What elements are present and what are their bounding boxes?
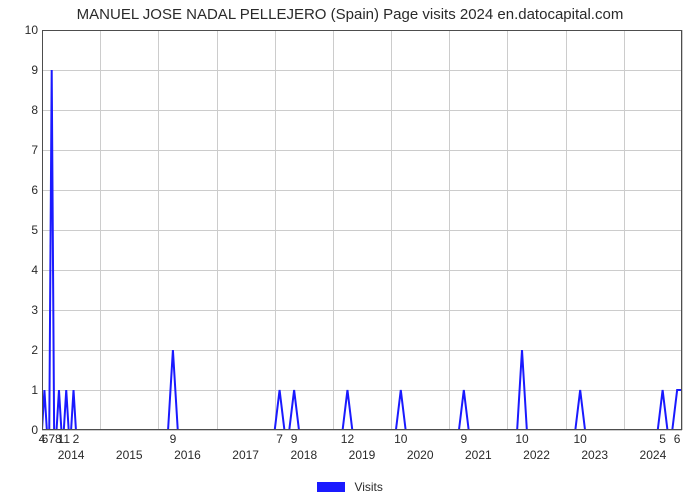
x-minor-label: 2 [73, 432, 80, 446]
plot-area [42, 30, 682, 430]
x-minor-label: 6 [674, 432, 681, 446]
plot-border [42, 30, 682, 430]
y-tick-label: 5 [22, 223, 38, 237]
x-minor-label: 9 [460, 432, 467, 446]
y-tick-label: 10 [22, 23, 38, 37]
x-minor-label: 5 [659, 432, 666, 446]
y-tick-label: 0 [22, 423, 38, 437]
x-minor-label: 10 [515, 432, 528, 446]
chart-container: MANUEL JOSE NADAL PELLEJERO (Spain) Page… [0, 0, 700, 500]
x-minor-label: 7 [276, 432, 283, 446]
y-tick-label: 4 [22, 263, 38, 277]
x-year-label: 2016 [174, 448, 201, 462]
x-minor-label: 10 [394, 432, 407, 446]
y-tick-label: 7 [22, 143, 38, 157]
x-year-label: 2018 [290, 448, 317, 462]
legend: Visits [0, 479, 700, 494]
x-minor-label: 10 [573, 432, 586, 446]
x-year-label: 2021 [465, 448, 492, 462]
x-minor-label: 9 [170, 432, 177, 446]
x-minor-label: 12 [341, 432, 354, 446]
x-year-label: 2014 [58, 448, 85, 462]
y-tick-label: 8 [22, 103, 38, 117]
x-year-label: 2020 [407, 448, 434, 462]
x-year-label: 2019 [349, 448, 376, 462]
legend-swatch [317, 482, 345, 492]
x-year-label: 2015 [116, 448, 143, 462]
y-tick-label: 2 [22, 343, 38, 357]
x-year-label: 2023 [581, 448, 608, 462]
h-gridline [42, 430, 682, 431]
y-tick-label: 3 [22, 303, 38, 317]
chart-title: MANUEL JOSE NADAL PELLEJERO (Spain) Page… [0, 6, 700, 23]
x-minor-label: 9 [291, 432, 298, 446]
x-minor-label: 11 [58, 432, 70, 446]
x-year-label: 2022 [523, 448, 550, 462]
y-tick-label: 9 [22, 63, 38, 77]
x-year-label: 2024 [640, 448, 667, 462]
y-tick-label: 6 [22, 183, 38, 197]
legend-label: Visits [354, 480, 382, 494]
x-year-label: 2017 [232, 448, 259, 462]
v-gridline [682, 30, 683, 430]
y-tick-label: 1 [22, 383, 38, 397]
